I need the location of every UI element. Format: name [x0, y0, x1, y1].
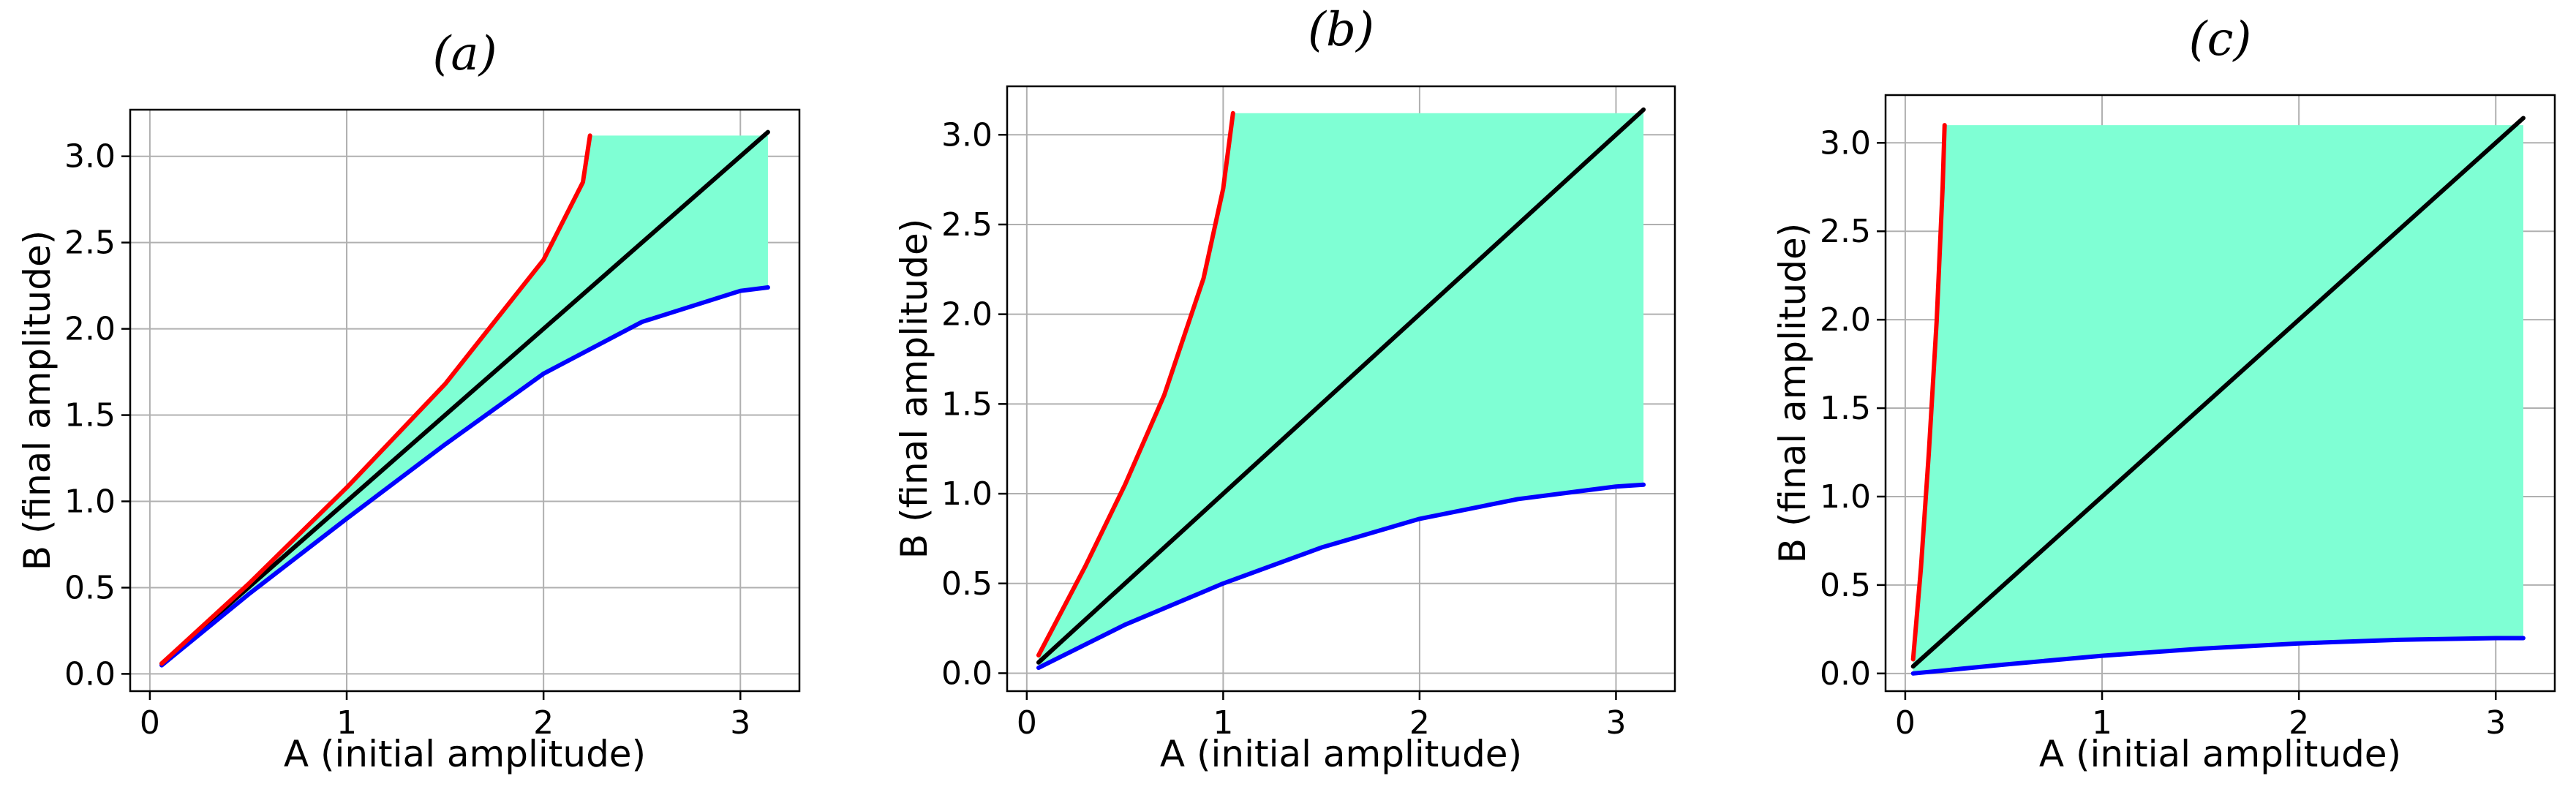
- y-tick-label: 0.0: [941, 655, 993, 692]
- y-tick-label: 2.0: [1820, 301, 1871, 339]
- x-tick-label: 2: [2289, 704, 2309, 742]
- chart-panel-c: 0 1 2 3 0.0 0.5 1.0 1.5 2.0 2.5 3.0 A (initial ampl…: [1771, 12, 2556, 775]
- y-tick-label: 1.0: [941, 475, 993, 513]
- y-tick-label: 0.5: [64, 569, 116, 606]
- y-tick-label: 1.0: [1820, 478, 1871, 516]
- x-tick-label: 2: [533, 704, 554, 742]
- y-tick-label: 2.0: [64, 311, 116, 348]
- y-axis-label: B (final amplitude): [16, 230, 59, 570]
- diagonal-line: [1910, 116, 2526, 669]
- y-tick-label: 3.0: [1820, 124, 1871, 162]
- accessible-region: [1913, 125, 2523, 674]
- y-tick-label: 3.0: [64, 138, 116, 176]
- plot-frame: [1006, 85, 1676, 693]
- y-axis-label: B (final amplitude): [893, 219, 935, 559]
- y-tick-label: 1.0: [64, 483, 116, 521]
- diagonal-line: [159, 129, 770, 666]
- lower-bound-curve: [1036, 482, 1646, 671]
- y-tick-label: 2.5: [1820, 213, 1871, 250]
- upper-bound-curve: [1910, 123, 1947, 662]
- x-tick-label: 3: [730, 704, 750, 742]
- upper-bound-curve: [1036, 110, 1235, 658]
- plot-frame: [1884, 94, 2556, 693]
- y-tick-label: 1.5: [64, 397, 116, 434]
- x-tick-label: 1: [2092, 704, 2112, 742]
- y-tick-label: 2.0: [941, 296, 993, 334]
- panel-title: (a): [432, 27, 497, 81]
- y-tick-label: 3.0: [941, 116, 993, 154]
- x-tick-label: 0: [1017, 704, 1037, 742]
- x-tick-label: 3: [2485, 704, 2506, 742]
- x-tick-label: 1: [1213, 704, 1233, 742]
- y-tick-label: 0.5: [941, 565, 993, 603]
- x-axis-label: A (initial amplitude): [284, 733, 646, 775]
- y-tick-label: 0.5: [1820, 567, 1871, 604]
- panel-title: (b): [1308, 3, 1374, 57]
- y-tick-label: 2.5: [64, 225, 116, 262]
- panel-title: (c): [2189, 12, 2252, 67]
- y-axis-label: B (final amplitude): [1771, 223, 1814, 563]
- upper-bound-curve: [159, 133, 592, 666]
- chart-panel-b: 0 1 2 3 0.0 0.5 1.0 1.5 2.0 2.5 3.0 A (initial ampl…: [893, 3, 1676, 775]
- x-tick-label: 0: [1895, 704, 1916, 742]
- lower-bound-curve: [1910, 636, 2526, 676]
- lower-bound-curve: [159, 285, 770, 668]
- x-tick-label: 3: [1605, 704, 1626, 742]
- y-tick-label: 2.5: [941, 206, 993, 244]
- y-tick-label: 0.0: [64, 655, 116, 693]
- y-tick-label: 1.5: [1820, 390, 1871, 427]
- chart-panel-a: 0 1 2 3 0.0 0.5 1.0 1.5 2.0 2.5 3.0 A (initial ampl…: [16, 27, 801, 775]
- plot-frame: [129, 108, 801, 693]
- diagonal-line: [1036, 107, 1646, 665]
- x-axis-label: A (initial amplitude): [1160, 733, 1522, 775]
- x-tick-label: 1: [336, 704, 357, 742]
- y-tick-label: 0.0: [1820, 655, 1871, 693]
- x-tick-label: 0: [140, 704, 160, 742]
- y-tick-label: 1.5: [941, 385, 993, 423]
- accessible-region: [1038, 113, 1644, 668]
- x-axis-label: A (initial amplitude): [2039, 733, 2401, 775]
- x-tick-label: 2: [1409, 704, 1430, 742]
